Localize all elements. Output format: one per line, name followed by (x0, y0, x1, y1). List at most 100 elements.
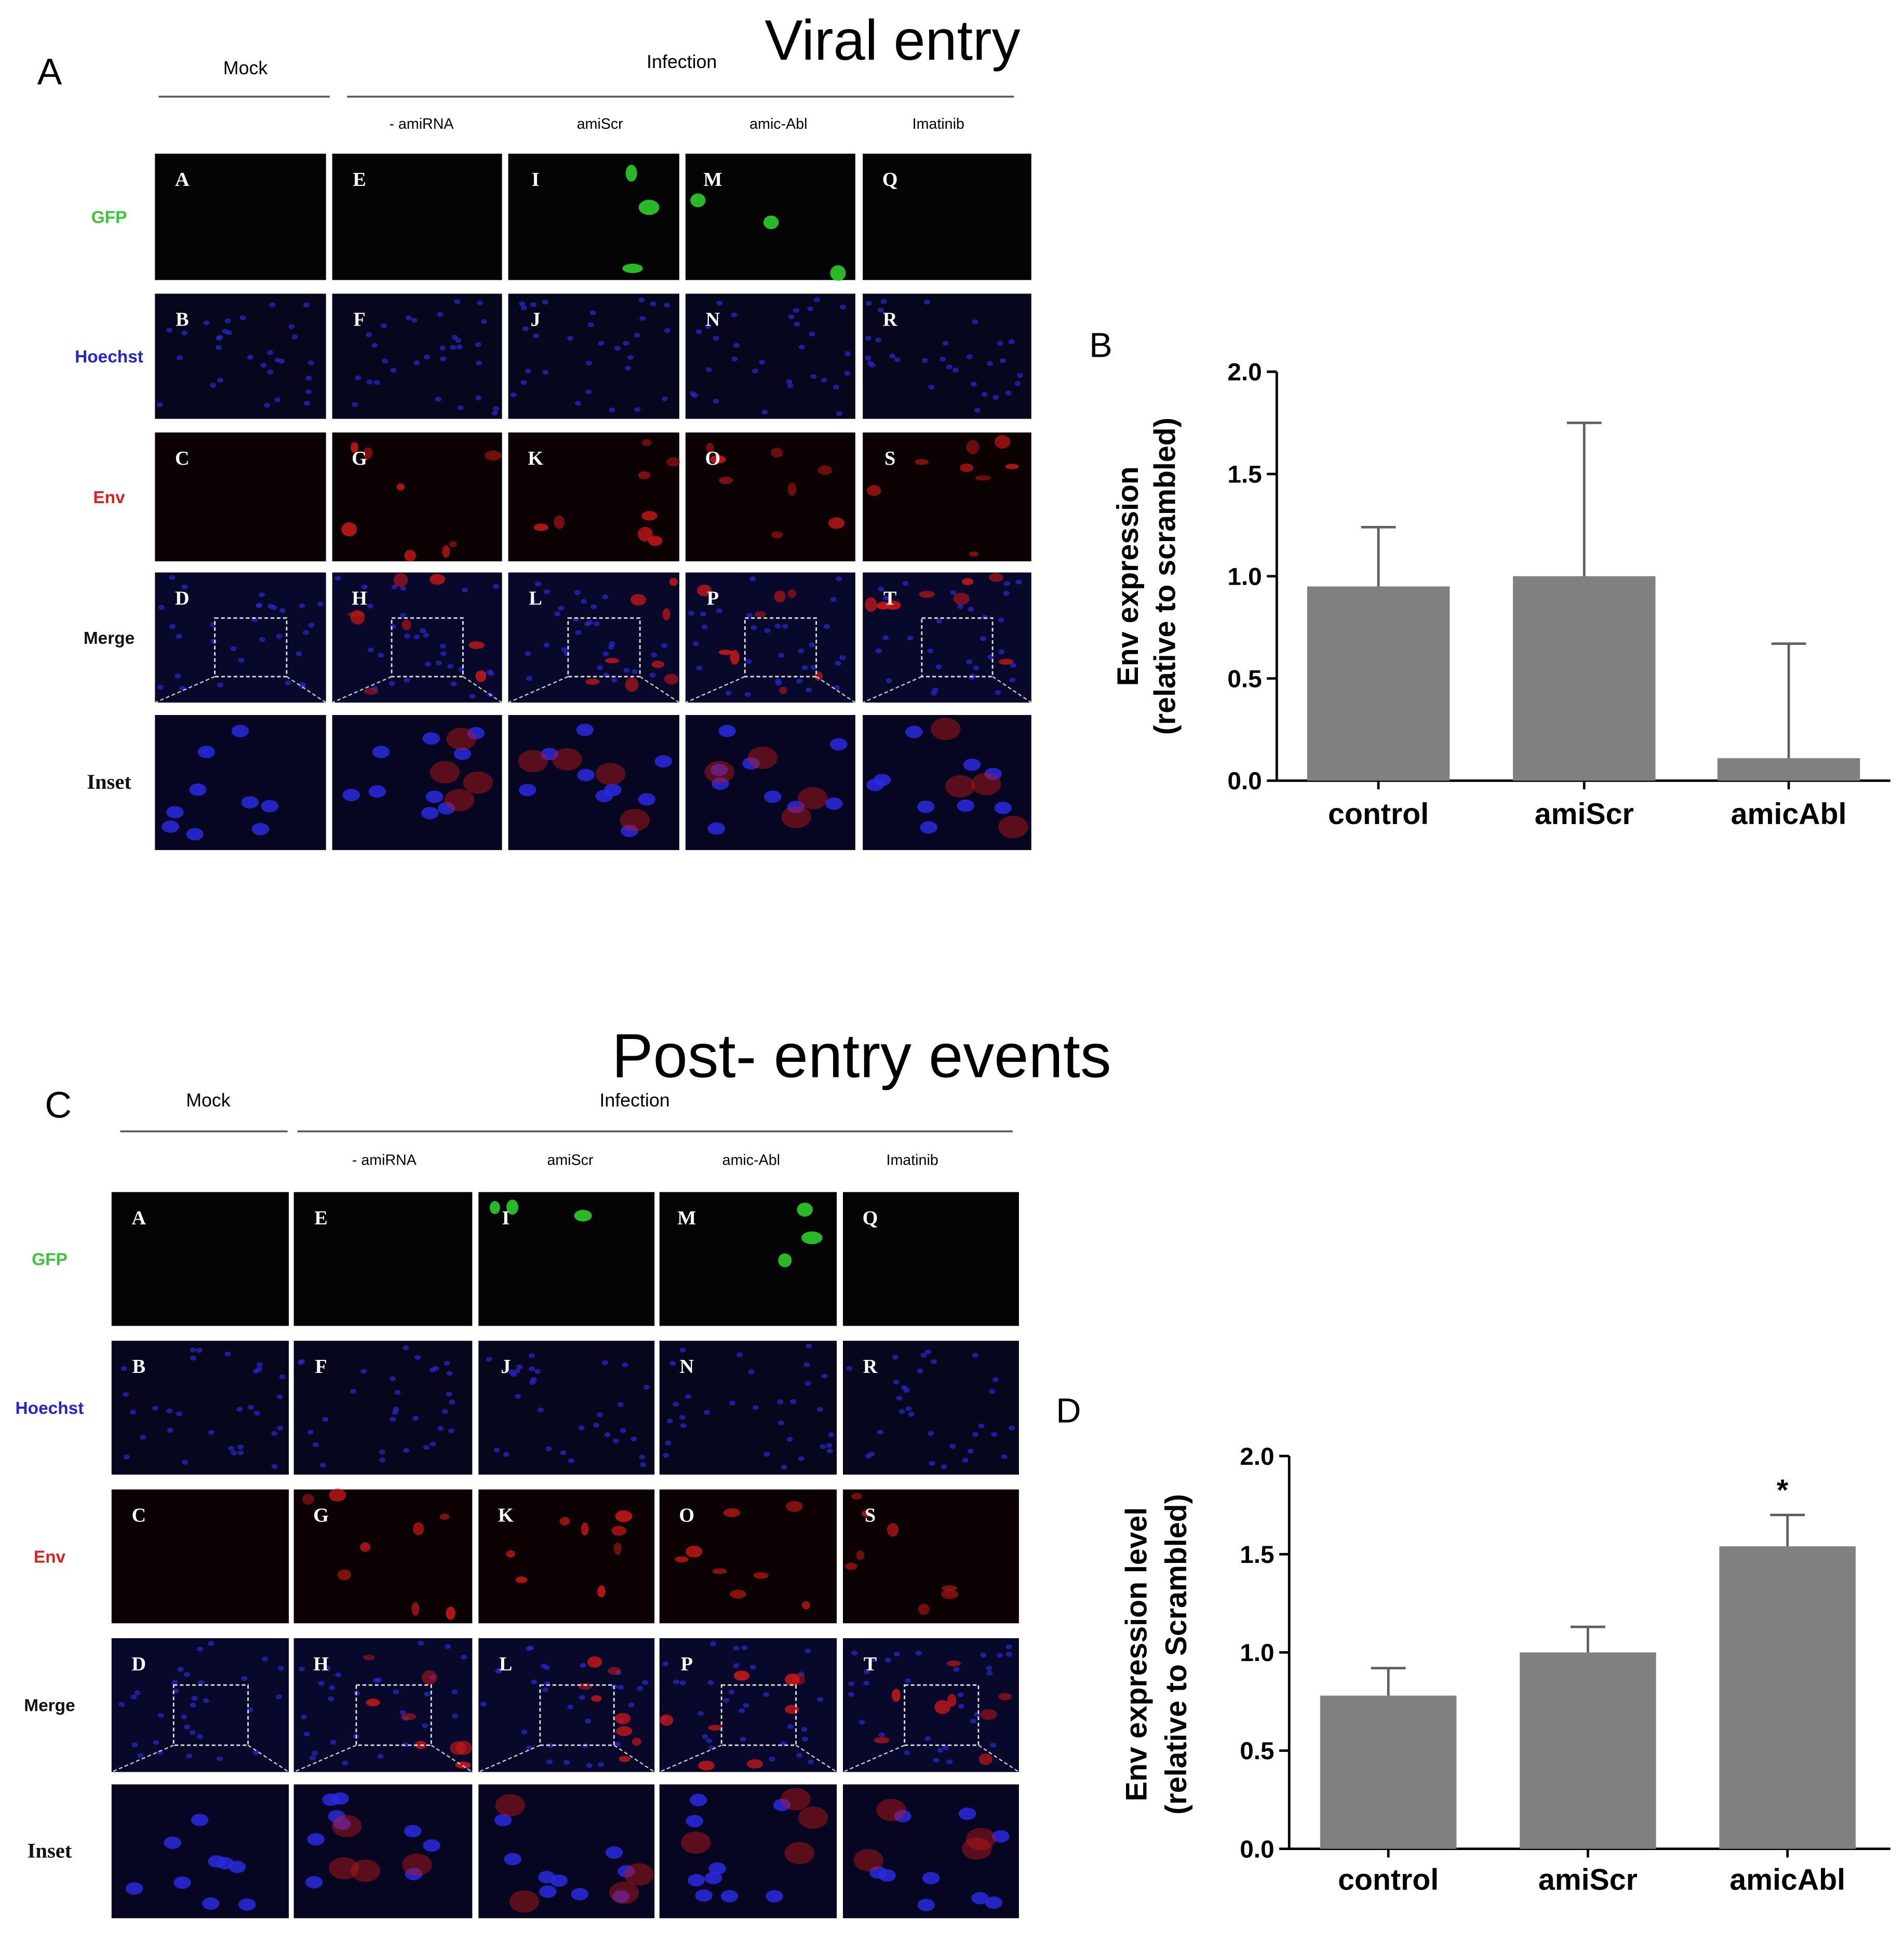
cell-blob (643, 1384, 650, 1390)
cell-blob (602, 1360, 608, 1366)
cell-blob (322, 1793, 340, 1806)
cell-blob (217, 377, 223, 383)
cell-blob (992, 1830, 1010, 1843)
cell-blob (994, 435, 1011, 449)
cell-blob (414, 1355, 421, 1360)
cell-blob (784, 1842, 814, 1865)
cell-blob (759, 359, 766, 365)
cell-blob (297, 1360, 304, 1365)
cell-blob (821, 1373, 828, 1379)
cell-blob (335, 1672, 342, 1678)
cell-blob (493, 584, 500, 589)
cell-blob (261, 800, 279, 813)
cell-blob (650, 301, 656, 306)
cell-blob (350, 610, 365, 625)
cell-blob (363, 1654, 375, 1661)
cell-blob (241, 796, 259, 809)
cell-letter: D (175, 588, 190, 610)
row-label: Hoechst (16, 1399, 84, 1418)
cell-blob (704, 1410, 710, 1415)
cell-blob (424, 662, 431, 667)
cell-blob (237, 1450, 244, 1455)
micrograph (111, 1784, 289, 1919)
cell-blob (729, 1400, 735, 1406)
cell-blob (799, 344, 805, 350)
cell-blob (864, 1669, 870, 1675)
cell-blob (1008, 339, 1015, 344)
cell-blob (929, 1461, 935, 1466)
cell-blob (844, 371, 851, 376)
cell-blob (661, 643, 668, 649)
cell-blob (826, 1448, 833, 1454)
cell-blob (262, 1656, 269, 1662)
cell-blob (475, 395, 482, 401)
cell-blob (874, 1737, 890, 1744)
cell-blob (787, 482, 797, 496)
cell-blob (967, 1449, 974, 1454)
cell-blob (238, 657, 245, 663)
cell-blob (634, 407, 641, 412)
cell-blob (585, 1718, 591, 1724)
cell-blob (806, 1343, 812, 1349)
cell-letter: G (352, 448, 367, 469)
cell-blob (198, 1680, 205, 1685)
cell-blob (664, 673, 679, 685)
cell-blob (958, 1807, 976, 1820)
cell-blob (649, 672, 656, 678)
cell-blob (177, 1667, 184, 1672)
cell-blob (559, 1517, 570, 1526)
cell-blob (905, 1678, 911, 1683)
cell-blob (609, 1881, 639, 1904)
cell-blob (989, 1389, 996, 1394)
cell-blob (731, 356, 738, 362)
cell-blob (886, 678, 892, 683)
micrograph (293, 1638, 473, 1772)
cell-blob (462, 587, 468, 592)
cell-blob (623, 341, 629, 346)
cell-blob (577, 768, 595, 781)
cell-blob (337, 1569, 352, 1581)
cell-blob (801, 1601, 810, 1610)
cell-blob (118, 1702, 125, 1707)
cell-blob (905, 1406, 912, 1411)
cell-blob (669, 578, 678, 586)
cell-blob (942, 1745, 949, 1750)
cell-blob (723, 1508, 741, 1517)
cell-blob (798, 648, 804, 654)
cell-blob (709, 455, 726, 464)
cell-blob (533, 333, 539, 339)
cell-blob (598, 341, 605, 346)
cell-letter: L (499, 1653, 512, 1675)
cell-blob (531, 1679, 538, 1685)
cell-blob (801, 1726, 808, 1732)
cell-blob (241, 1676, 248, 1681)
cell-blob (186, 828, 204, 841)
cell-blob (535, 581, 542, 587)
cell-blob (309, 1755, 316, 1761)
cell-blob (544, 1665, 551, 1670)
row-label: Hoechst (75, 347, 143, 367)
micrograph (685, 572, 855, 703)
cell-blob (368, 785, 386, 798)
cell-blob (208, 1429, 214, 1435)
cell-blob (820, 1444, 826, 1449)
cell-blob (217, 682, 223, 687)
cell-blob (305, 1876, 323, 1888)
cell-blob (530, 302, 537, 307)
cell-blob (885, 1657, 892, 1663)
cell-blob (539, 1885, 557, 1898)
cell-blob (631, 1436, 637, 1442)
cell-blob (259, 592, 265, 598)
zoom-line (462, 676, 503, 704)
cell-blob (331, 1815, 362, 1838)
cell-blob (447, 664, 454, 669)
cell-blob (705, 323, 712, 329)
cell-blob (998, 1693, 1012, 1701)
cell-blob (995, 690, 1001, 695)
cell-blob (968, 606, 974, 612)
cell-blob (352, 402, 358, 407)
cell-blob (518, 750, 548, 773)
cell-blob (303, 302, 310, 308)
zoom-line (613, 1745, 655, 1773)
cell-blob (236, 1407, 243, 1412)
